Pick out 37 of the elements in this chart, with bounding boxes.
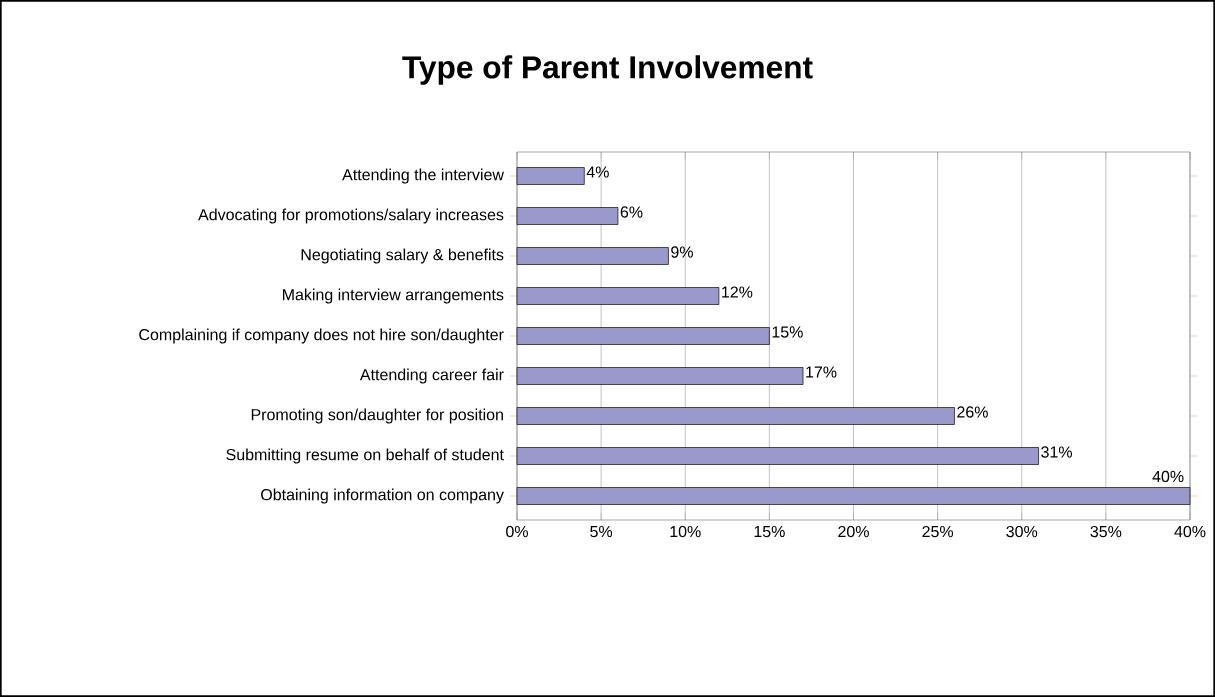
bar [516, 287, 720, 305]
data-label: 26% [957, 406, 988, 418]
x-tick-label: 20% [838, 525, 869, 538]
x-tick-label: 0% [506, 525, 528, 538]
y-tick-label: Negotiating salary & benefits [301, 248, 504, 264]
x-tick-label: 10% [670, 525, 701, 538]
y-tick-label: Obtaining information on company [261, 488, 504, 504]
bar [516, 367, 804, 385]
x-tick-label: 40% [1174, 525, 1206, 538]
data-label: 6% [620, 206, 643, 218]
bar [516, 167, 585, 185]
x-tick-label: 30% [1006, 525, 1038, 538]
y-tick-label: Making interview arrangements [282, 288, 504, 304]
bar [516, 247, 669, 265]
y-tick-label: Attending career fair [359, 368, 504, 384]
chart-title: Type of Parent Involvement [402, 55, 813, 85]
data-label: 12% [722, 286, 753, 298]
x-tick-label: 5% [590, 525, 613, 538]
data-label: 40% [1152, 470, 1184, 483]
x-tick-label: 25% [922, 525, 954, 538]
x-tick-label: 35% [1090, 525, 1122, 538]
bar [516, 447, 1039, 465]
bar [516, 327, 770, 345]
data-label: 9% [671, 246, 693, 258]
bar [516, 207, 619, 225]
y-tick-label: Complaining if company does not hire son/daughter [139, 328, 504, 344]
x-tick-label: 15% [754, 525, 785, 538]
bar [516, 407, 955, 425]
data-label: 15% [772, 326, 803, 338]
y-tick-label: Promoting son/daughter for position [251, 408, 503, 424]
y-tick-label: Attending the interview [342, 168, 504, 184]
y-tick-label: Submitting resume on behalf of student [226, 448, 504, 464]
y-tick-label: Advocating for promotions/salary increases [198, 208, 504, 224]
data-label: 4% [586, 166, 609, 178]
bar [516, 487, 1191, 505]
data-label: 17% [806, 366, 837, 378]
data-label: 31% [1041, 446, 1073, 458]
